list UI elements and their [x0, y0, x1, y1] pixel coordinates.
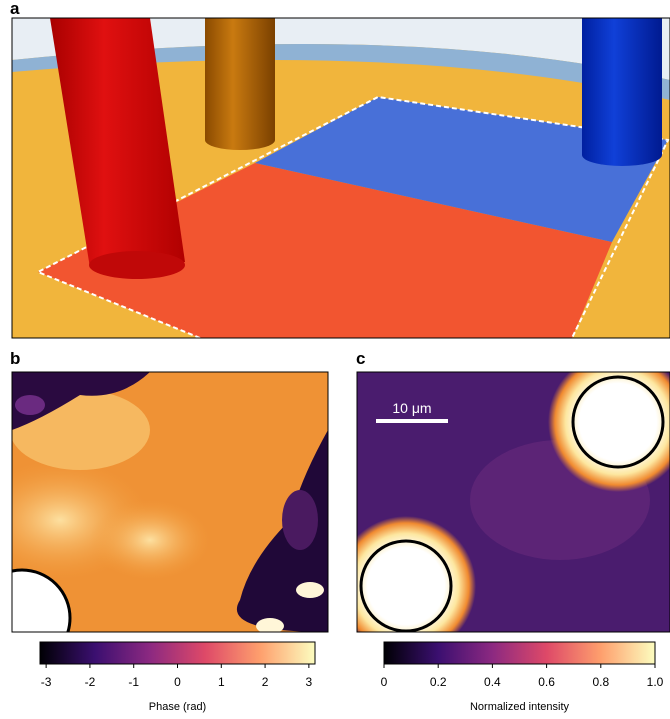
axis-label: Phase (rad)	[149, 701, 206, 713]
axis-label: Normalized intensity	[470, 701, 570, 713]
panel-label: c	[356, 349, 365, 368]
x-tick-label: 0.6	[538, 675, 555, 689]
x-tick-label: -2	[85, 675, 96, 689]
x-tick-label: 0.4	[484, 675, 501, 689]
figure: a b c 10 μm -3 -2 -1 0 1 2 3 Phase (rad) 0 0.2 0.4…	[0, 0, 670, 714]
colorbar	[40, 642, 315, 664]
x-tick-label: 0.2	[430, 675, 447, 689]
x-tick-label: -3	[41, 675, 52, 689]
x-tick-label: 0.8	[592, 675, 609, 689]
x-tick-label: 3	[306, 675, 313, 689]
phase-map	[0, 372, 328, 666]
panel-label: b	[10, 349, 20, 368]
x-tick-label: 0	[381, 675, 388, 689]
x-tick-label: 2	[262, 675, 269, 689]
scale-bar-label: 10 μm	[392, 400, 431, 416]
x-tick-label: 1.0	[647, 675, 664, 689]
colorbar	[384, 642, 655, 664]
panel-label: a	[10, 0, 20, 18]
x-tick-label: 0	[174, 675, 181, 689]
intensity-map: 10 μm	[336, 352, 670, 656]
x-tick-label: -1	[128, 675, 139, 689]
render-3d	[12, 18, 670, 338]
x-tick-label: 1	[218, 675, 225, 689]
